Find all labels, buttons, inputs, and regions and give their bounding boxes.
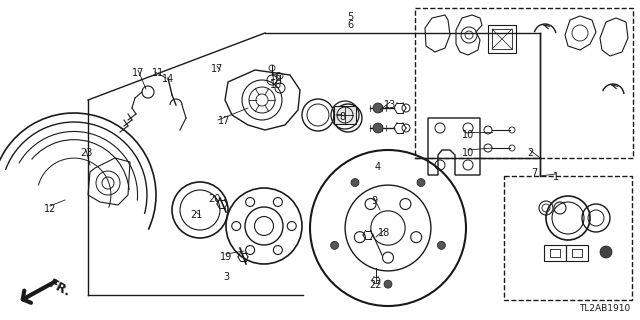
- Text: 5: 5: [347, 12, 353, 22]
- Text: 8: 8: [339, 112, 345, 122]
- Circle shape: [373, 103, 383, 113]
- Text: 11: 11: [152, 68, 164, 78]
- Circle shape: [437, 241, 445, 249]
- Text: 15: 15: [270, 80, 282, 90]
- Circle shape: [331, 241, 339, 249]
- Text: 17: 17: [132, 68, 144, 78]
- Bar: [544, 245, 566, 261]
- Circle shape: [351, 179, 359, 187]
- Text: 10: 10: [462, 130, 474, 140]
- Text: 16: 16: [270, 72, 282, 82]
- Circle shape: [373, 123, 383, 133]
- Circle shape: [417, 179, 425, 187]
- Text: 18: 18: [378, 228, 390, 238]
- Circle shape: [600, 246, 612, 258]
- Bar: [334, 106, 356, 124]
- Text: 1: 1: [553, 172, 559, 182]
- Text: 9: 9: [371, 196, 377, 206]
- Bar: [492, 29, 512, 49]
- Bar: [415, 8, 633, 158]
- Text: 7: 7: [531, 168, 537, 178]
- Text: 20: 20: [208, 194, 220, 204]
- Bar: [504, 176, 632, 300]
- Circle shape: [384, 280, 392, 288]
- Text: 21: 21: [190, 210, 202, 220]
- Bar: [550, 249, 560, 257]
- Bar: [566, 245, 588, 261]
- Text: 2: 2: [527, 148, 533, 158]
- Text: 14: 14: [162, 74, 174, 84]
- Text: 10: 10: [462, 148, 474, 158]
- Text: FR.: FR.: [46, 277, 72, 299]
- Bar: [572, 249, 582, 257]
- Text: 23: 23: [80, 148, 92, 158]
- Text: 6: 6: [347, 20, 353, 30]
- Text: 19: 19: [220, 252, 232, 262]
- Text: TL2AB1910: TL2AB1910: [579, 304, 630, 313]
- Text: 12: 12: [44, 204, 56, 214]
- Text: 22: 22: [370, 280, 382, 290]
- Text: 17: 17: [218, 116, 230, 126]
- Text: 13: 13: [384, 100, 396, 110]
- Text: 4: 4: [375, 162, 381, 172]
- Text: 3: 3: [223, 272, 229, 282]
- Text: 17: 17: [211, 64, 223, 74]
- Bar: [488, 25, 516, 53]
